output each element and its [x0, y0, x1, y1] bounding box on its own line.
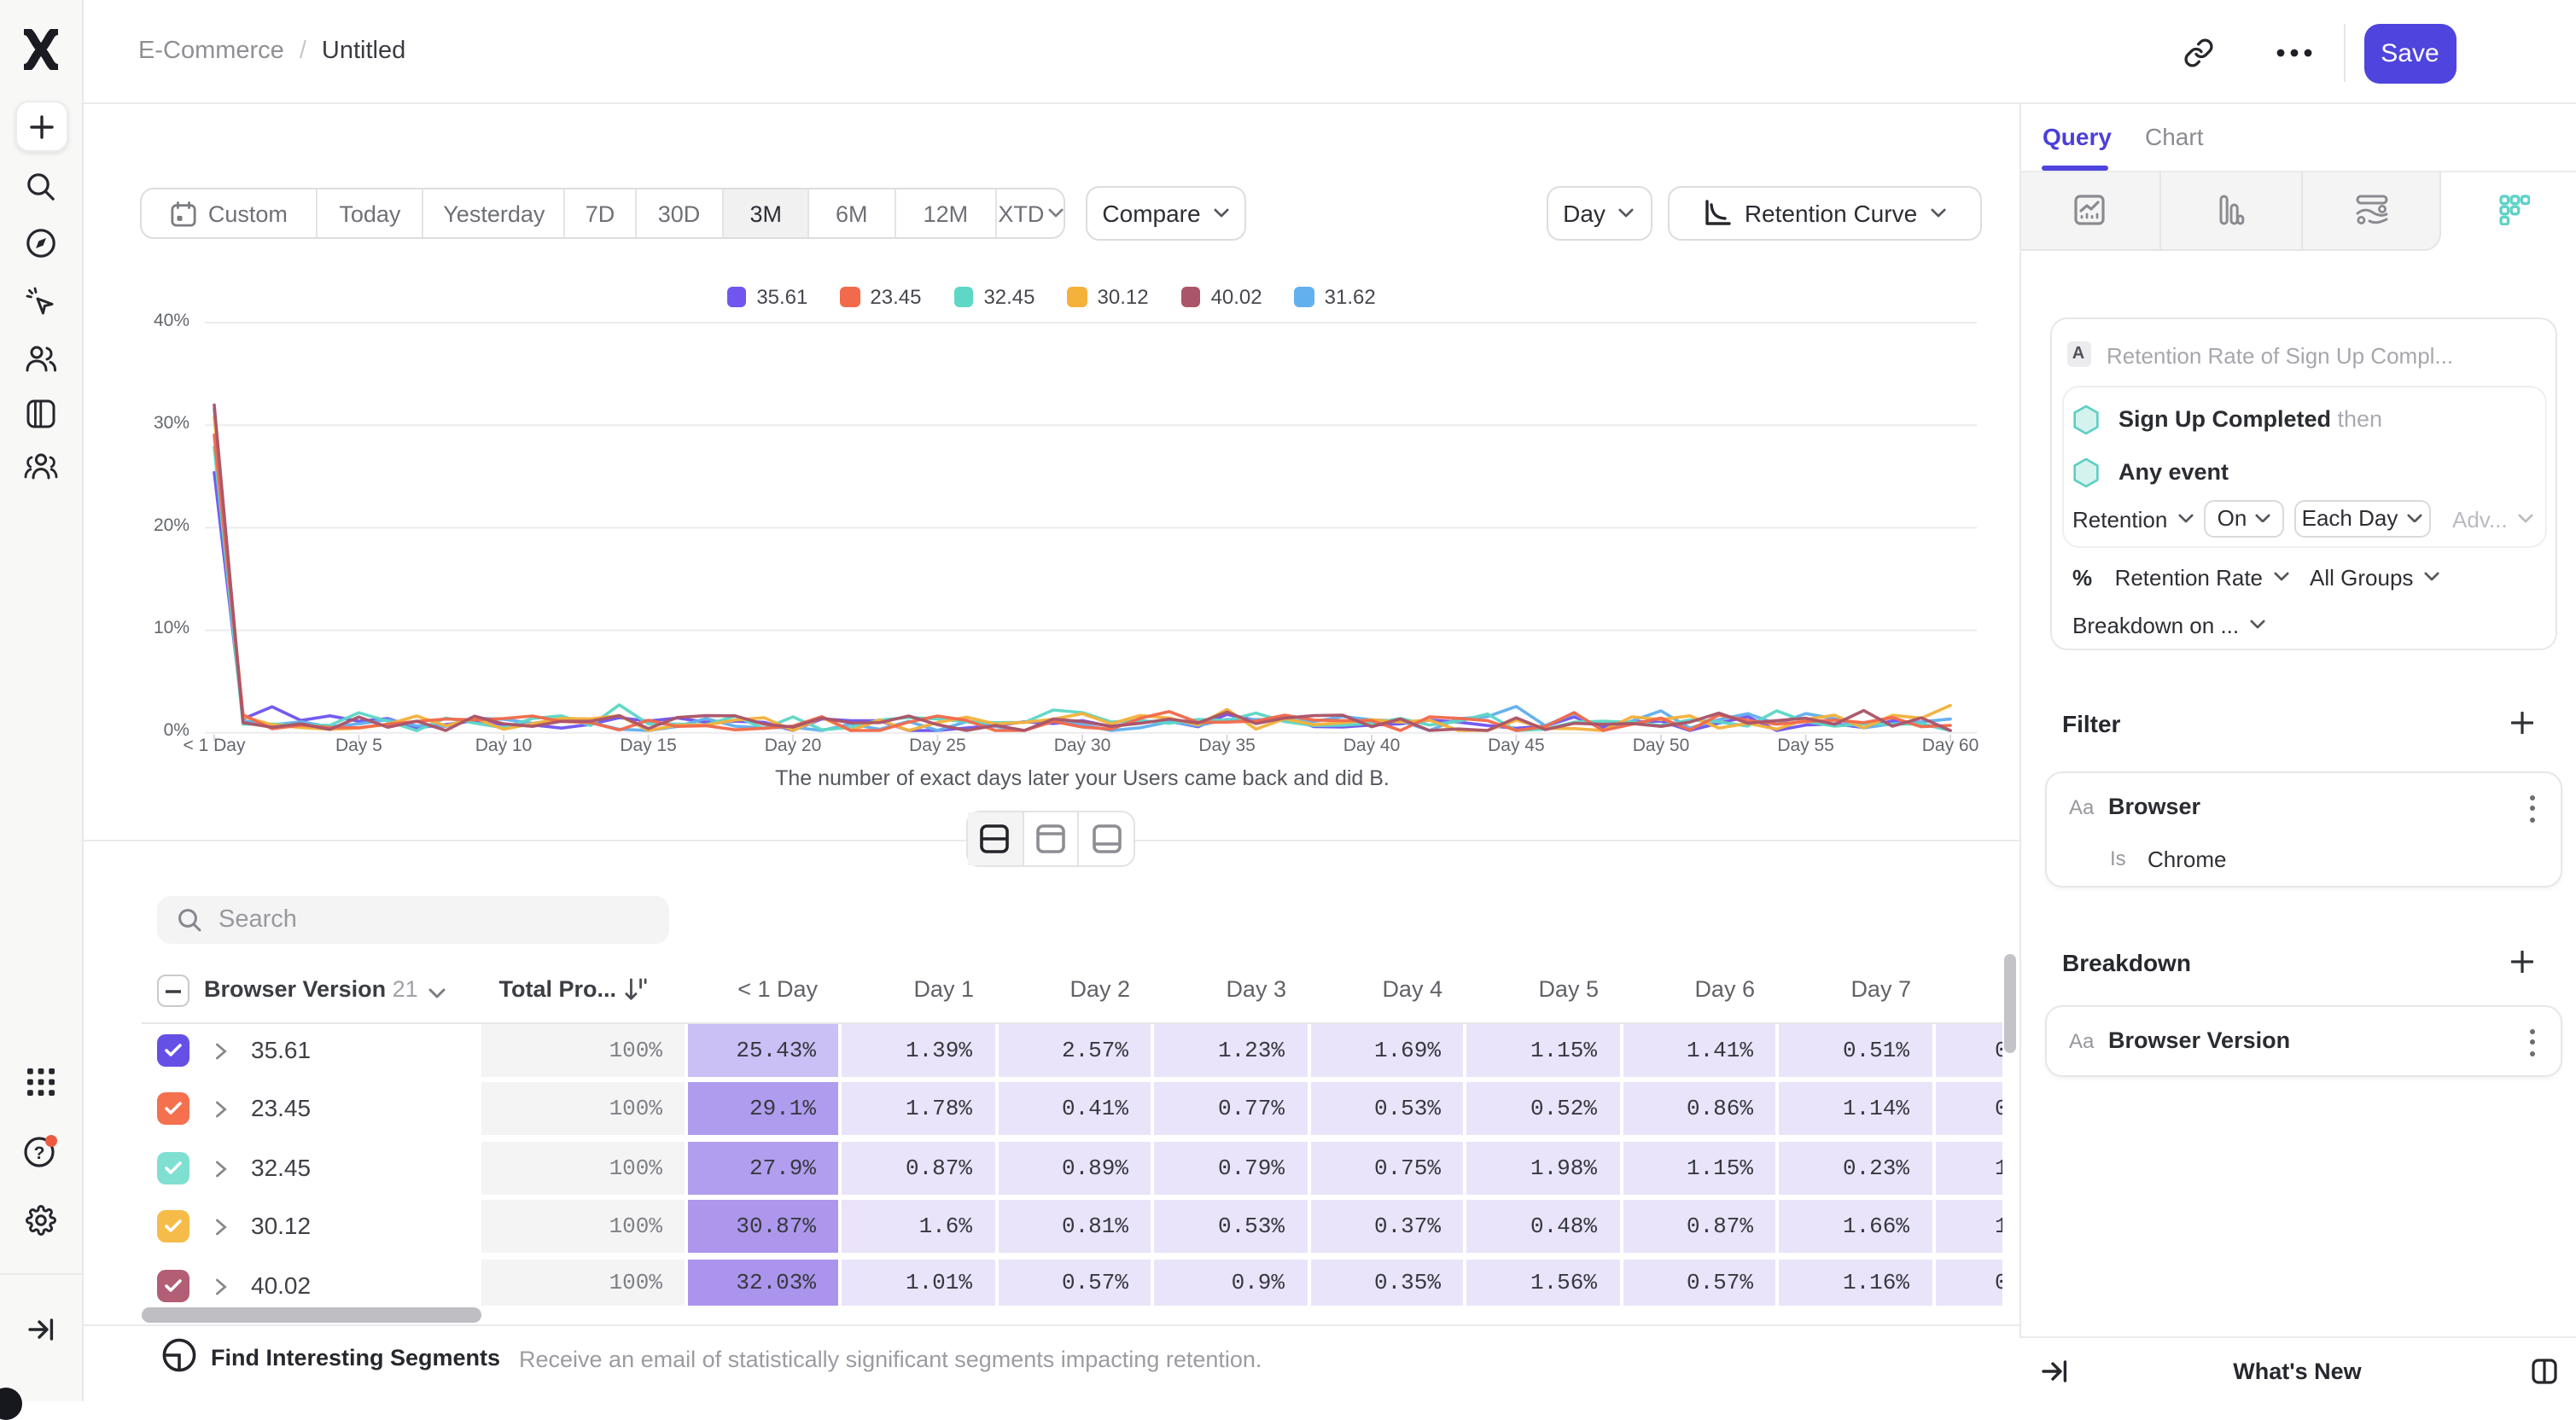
svg-text:?: ? — [34, 1144, 45, 1163]
